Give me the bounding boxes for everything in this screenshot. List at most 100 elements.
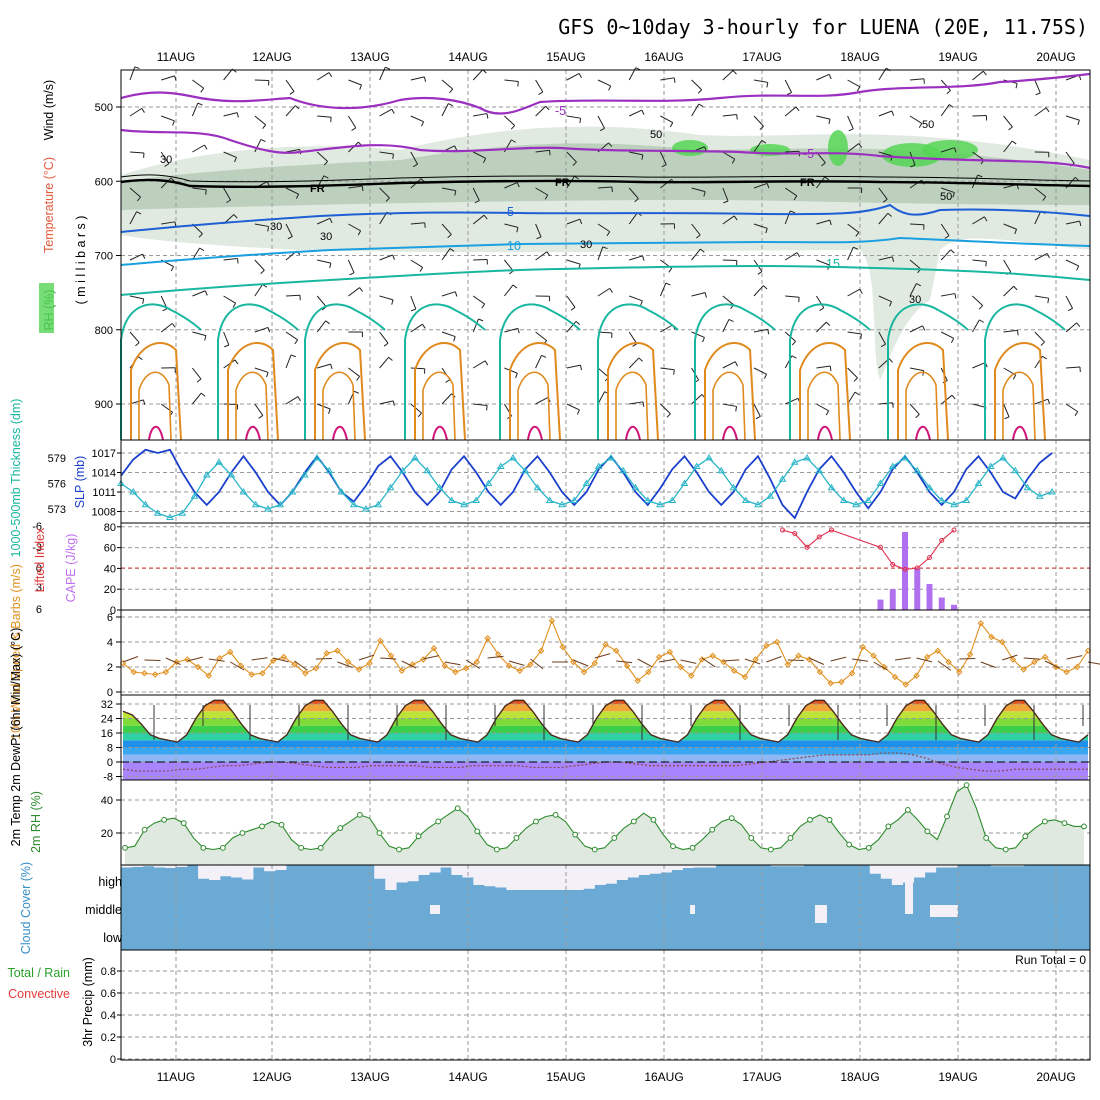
thickness-point [925,483,934,491]
wind-barb-flag [856,86,861,92]
wind-barb-flag [421,323,426,329]
temp-band [123,754,1088,762]
wind-barb [223,68,233,81]
wind-speed-point [816,668,824,676]
wind-barb [337,661,353,668]
wind-barb [285,396,299,405]
thickness-point [668,496,677,503]
wind-barb [830,656,847,662]
wind-barb-flag [572,161,577,166]
cloud-layer-label: low [103,931,123,945]
wind-barb [809,657,825,665]
wind-barb [722,403,737,407]
wind-barb [348,185,363,189]
temp-band [123,718,1088,726]
high-cloud-gap [451,865,463,875]
rh-point [865,844,872,851]
wind-speed-point [355,666,363,673]
rh-point [767,846,774,853]
wind-barb [1044,660,1060,669]
high-cloud-gap [143,865,155,867]
wind-barb [535,105,547,117]
thickness-point [362,505,370,512]
wind-barb [441,331,456,338]
date-label: 13AUG [350,50,389,64]
thickness-point [705,454,713,461]
thickness-point [129,488,138,495]
rh-point [337,825,344,831]
wind-barb [660,324,673,333]
wind-barb-flag [1076,265,1080,271]
wind-barb [680,659,697,664]
wind-barb [909,283,917,297]
wind-barb-flag [698,103,704,108]
thickness-point [386,483,395,491]
thickness-point [374,500,383,508]
wind-speed-point [484,635,491,642]
tick-label: 60 [104,543,116,555]
thickness-point [717,466,726,474]
tick-label: 0 [110,605,116,617]
high-cloud-gap [220,865,232,877]
wind10m-panel: 0 2 4 6 [107,609,1100,699]
wind-barb [916,657,933,663]
wind-speed-point [613,647,620,654]
rh-point [259,823,265,830]
rh-point [396,846,402,853]
wind-barb-flag [170,177,175,182]
wind-barb [566,403,580,411]
wind-barb-flag [695,234,701,239]
wind-barb-flag [944,235,950,239]
rh-point [807,816,813,823]
wind-speed-point [623,662,631,669]
high-cloud-gap [396,865,408,883]
high-cloud-gap [583,865,595,889]
cape-bar [926,584,933,610]
freezing-label: FR [310,183,325,195]
isotherm-35 [722,425,738,441]
wind-barb [535,149,550,153]
wind-barb-flag [1047,399,1051,405]
wind-barb [878,110,893,117]
wind-barb-flag [510,125,516,130]
wind-barb [401,660,417,669]
wind-barb [472,295,485,305]
wind-barb-flag [294,339,299,345]
date-label: 14AUG [448,50,487,64]
thickness-point [1011,466,1020,474]
wind-speed-point [1031,658,1038,666]
wind-barb [629,151,643,156]
wind-barb [722,215,735,225]
wind-barb-flag [454,190,457,196]
tick-label: 20 [104,584,116,596]
wind-barb [129,399,144,405]
wind-speed-point [1063,668,1070,676]
wind-barb [909,115,923,124]
wind-barb [535,223,542,238]
temp-bands [123,700,1088,780]
wind-barb-flag [880,343,886,348]
isotherm-30 [1002,371,1036,441]
wind-barb-flag [486,113,489,119]
wind-barb-flag [983,216,988,222]
wind-barb [847,288,861,297]
wind-speed-point [398,667,405,674]
wind-barb [878,256,893,261]
wind-barb [909,367,924,372]
wind-barb [722,361,736,369]
wind-barb [122,656,139,663]
thickness-point [741,496,750,503]
wind-barb-flag [237,258,239,264]
rh-point [904,807,911,813]
top-date-axis: 11AUG 12AUG 13AUG 14AUG 15AUG 16AUG 17AUG 18AUG… [157,50,1076,64]
lifted-index-point [902,566,908,572]
wind-barb-flag [162,308,168,312]
rh-point [630,818,637,825]
wind-speed-point [934,647,942,654]
wind-barb-flag [234,359,239,365]
thickness-point [1048,488,1056,495]
thickness-point [166,513,174,520]
precip-label: 3hr Precip (mm) [81,957,95,1047]
high-cloud-gap [946,865,959,868]
wind10m-label: 10m Wind Speed & Barbs (m/s) [9,564,23,740]
